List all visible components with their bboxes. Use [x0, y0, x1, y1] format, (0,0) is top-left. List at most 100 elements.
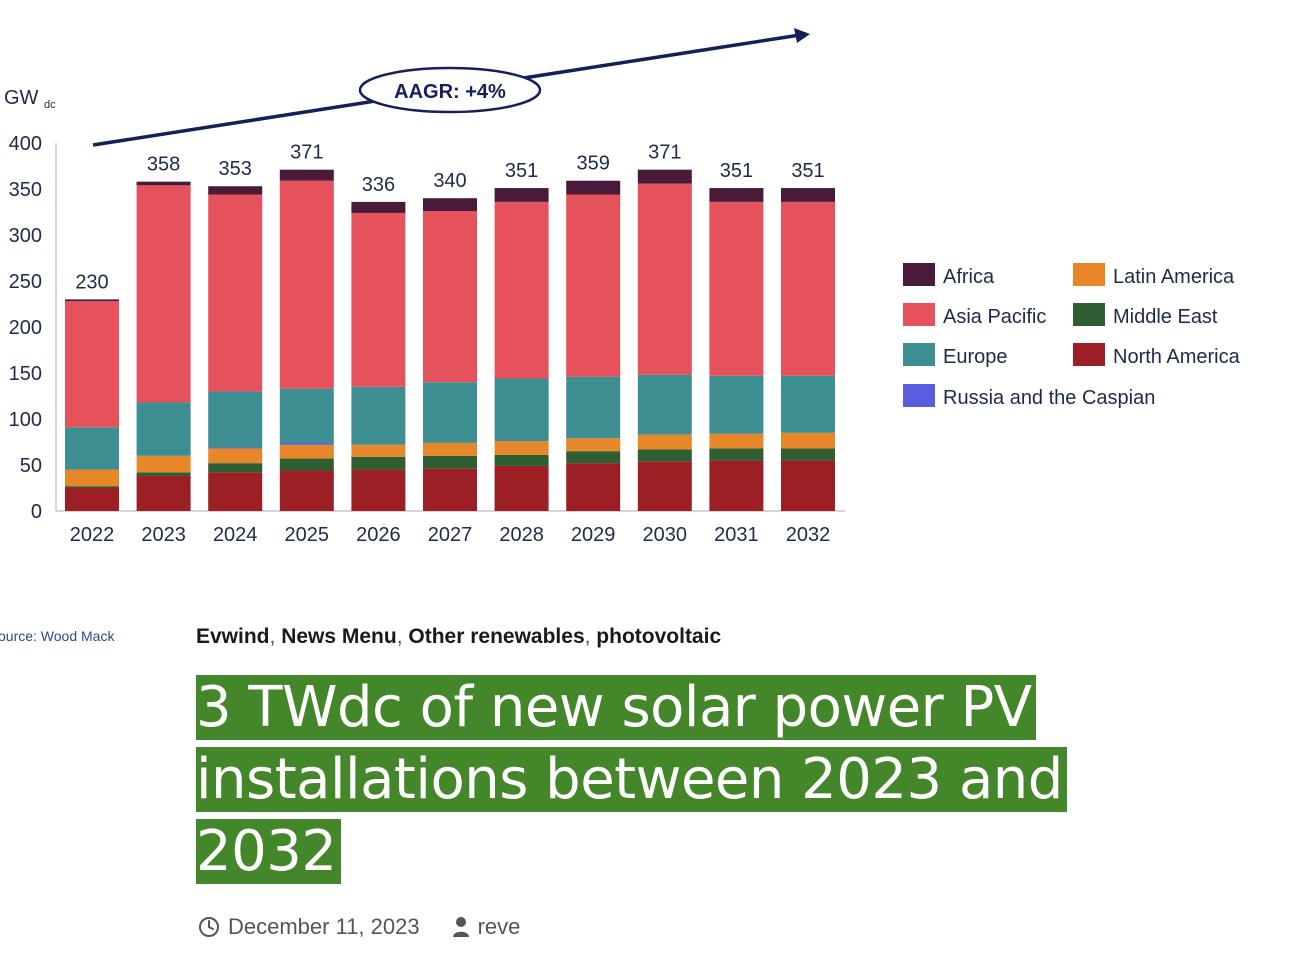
bar-segment-africa: [136, 181, 191, 186]
bar-total-label: 358: [147, 154, 180, 176]
bar-segment-middle-east: [494, 454, 549, 466]
bar-total-label: 351: [791, 160, 824, 182]
x-tick-label: 2030: [643, 524, 688, 546]
post-title[interactable]: 3 TWdc of new solar power PV installatio…: [196, 672, 1096, 888]
bar-segment-europe: [494, 378, 549, 442]
bar-segment-africa: [494, 188, 549, 202]
bar-segment-russia-and-the-caspian: [208, 447, 263, 449]
post-meta: December 11, 2023 reve: [198, 914, 520, 940]
post-date-text[interactable]: December 11, 2023: [228, 914, 420, 939]
bar-segment-middle-east: [566, 451, 621, 464]
chart-source-label: ource: Wood Mack: [0, 628, 115, 644]
y-tick-label: 50: [20, 455, 42, 477]
user-icon: [452, 917, 469, 937]
x-tick-label: 2024: [213, 524, 258, 546]
post-categories: Evwind, News Menu, Other renewables, pho…: [196, 625, 722, 648]
bar-total-label: 340: [433, 170, 466, 192]
y-axis-label-subscript: dc: [44, 99, 56, 111]
post-author[interactable]: reve: [452, 914, 521, 940]
bar-segment-africa: [637, 169, 692, 184]
bar-total-label: 353: [219, 158, 252, 180]
bar-segment-asia-pacific: [709, 201, 764, 376]
bar-segment-asia-pacific: [781, 201, 835, 376]
category-link-other-renewables[interactable]: Other renewables: [408, 625, 585, 648]
x-tick-label: 2027: [428, 524, 473, 546]
legend-item: North America: [1073, 343, 1241, 368]
x-tick-label: 2025: [285, 524, 330, 546]
bar-segment-europe: [637, 374, 692, 435]
bar-segment-latin-america: [351, 444, 406, 457]
post-date[interactable]: December 11, 2023: [198, 914, 420, 940]
bar-segment-europe: [136, 402, 191, 456]
annotation-ellipse: [358, 66, 542, 114]
bar-segment-middle-east: [423, 455, 477, 469]
legend-item: Europe: [903, 343, 1008, 368]
y-tick-label: 250: [9, 271, 42, 293]
bar-segment-europe: [423, 382, 477, 443]
legend-label: Europe: [943, 346, 1008, 368]
bar-segment-north-america: [351, 469, 406, 511]
legend-label: Africa: [943, 266, 995, 288]
bar-total-label: 336: [362, 174, 395, 196]
legend-label: Latin America: [1113, 266, 1235, 288]
bar-total-label: 351: [505, 160, 538, 182]
bar-segment-africa: [279, 169, 334, 181]
bar-segment-middle-east: [136, 472, 191, 477]
category-link-photovoltaic[interactable]: photovoltaic: [596, 625, 722, 648]
bar-total-label: 230: [75, 271, 108, 293]
bar-segment-africa: [65, 299, 119, 302]
bar-segment-europe: [566, 376, 621, 439]
legend-label: Middle East: [1113, 306, 1218, 328]
bar-segment-north-america: [279, 470, 334, 511]
category-link-evwind[interactable]: Evwind: [196, 625, 270, 648]
y-tick-label: 100: [9, 409, 42, 431]
stacked-bar-chart: 0 50 100 150 200 250 300 350 400 GW dc 230 2022 358 20…: [4, 28, 1241, 546]
bar-segment-russia-and-the-caspian: [279, 442, 334, 445]
legend-label: Russia and the Caspian: [943, 387, 1155, 409]
legend-item: Africa: [903, 263, 995, 288]
clock-icon: [199, 917, 219, 937]
bar-segment-europe: [279, 388, 334, 443]
bar-segment-middle-east: [208, 463, 263, 473]
bar-segment-middle-east: [279, 458, 334, 471]
bar-segment-north-america: [136, 476, 191, 511]
legend-label: Asia Pacific: [943, 306, 1046, 328]
bar-segment-africa: [566, 180, 621, 195]
bar-total-label: 359: [577, 153, 610, 175]
trend-arrow-head: [794, 28, 810, 43]
x-tick-label: 2028: [499, 524, 544, 546]
bar-segment-latin-america: [423, 442, 477, 456]
bar-total-label: 371: [648, 142, 681, 164]
legend-swatch: [1073, 263, 1105, 286]
category-link-news-menu[interactable]: News Menu: [281, 625, 397, 648]
bar-segment-asia-pacific: [279, 180, 334, 389]
legend-item: Russia and the Caspian: [903, 384, 1155, 409]
bar-segment-europe: [781, 375, 835, 433]
y-tick-label: 400: [9, 133, 42, 155]
bar-segment-asia-pacific: [423, 211, 477, 383]
bar-segment-africa: [423, 198, 477, 212]
post-title-text[interactable]: 3 TWdc of new solar power PV installatio…: [196, 675, 1067, 884]
legend-swatch: [903, 343, 935, 366]
y-tick-label: 150: [9, 363, 42, 385]
bar-segment-latin-america: [279, 444, 334, 459]
x-tick-label: 2026: [356, 524, 401, 546]
bar-segment-europe: [208, 391, 263, 448]
bar-segment-africa: [351, 201, 406, 213]
bar-segment-asia-pacific: [136, 185, 191, 403]
bar-segment-middle-east: [65, 486, 119, 488]
bar-segment-north-america: [65, 488, 119, 511]
y-tick-label: 300: [9, 225, 42, 247]
annotation-text: AAGR: +4%: [394, 81, 506, 103]
bar-segment-europe: [709, 375, 764, 434]
legend-swatch: [903, 303, 935, 326]
legend-swatch: [903, 384, 935, 407]
x-tick-label: 2031: [714, 524, 759, 546]
y-tick-label: 200: [9, 317, 42, 339]
bar-segment-middle-east: [709, 448, 764, 461]
x-tick-label: 2032: [786, 524, 831, 546]
bar-segment-north-america: [494, 465, 549, 511]
post-author-text[interactable]: reve: [477, 914, 521, 939]
bar-segment-north-america: [208, 472, 263, 511]
bar-segment-middle-east: [781, 448, 835, 461]
